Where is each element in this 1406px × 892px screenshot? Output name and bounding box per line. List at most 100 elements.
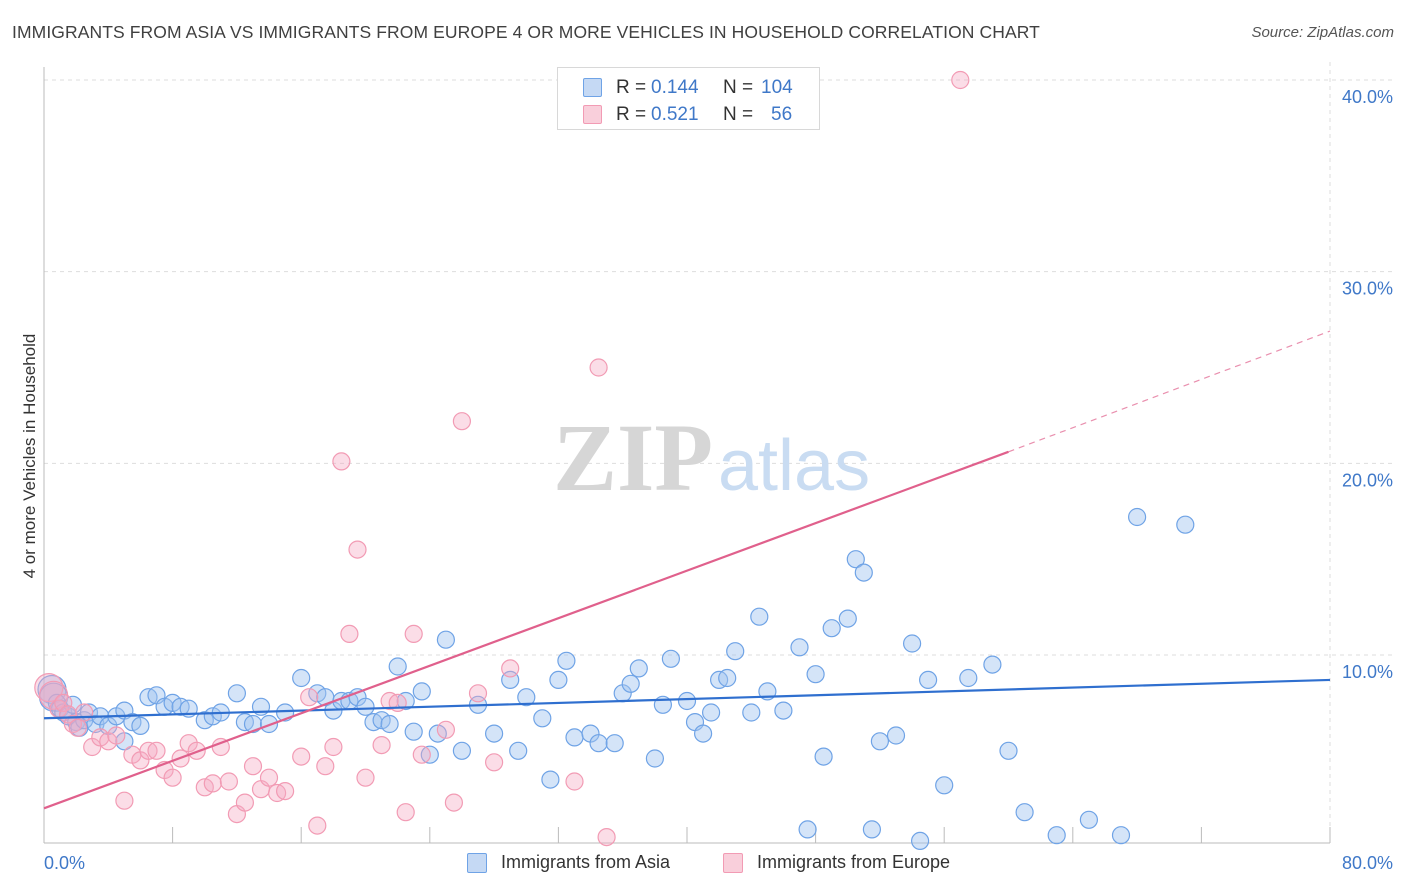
- asia-point-30: [243, 714, 263, 734]
- asia-point-94: [935, 776, 954, 795]
- asia-point-59: [541, 770, 560, 789]
- asia-trend-line: [43, 678, 1331, 720]
- legend-swatch-asia: [583, 78, 602, 97]
- europe-point-47: [412, 745, 431, 764]
- asia-point-97: [999, 741, 1018, 760]
- europe-point-11: [107, 726, 126, 745]
- europe-point-49: [444, 793, 463, 812]
- asia-point-61: [557, 651, 576, 670]
- asia-point-18: [131, 716, 150, 736]
- asia-point-71: [661, 649, 681, 668]
- asia-point-77: [718, 668, 737, 688]
- europe-point-25: [219, 772, 238, 791]
- asia-point-51: [436, 630, 455, 649]
- asia-point-28: [227, 684, 246, 703]
- asia-point-87: [838, 609, 857, 628]
- r-label: R =: [616, 104, 647, 125]
- europe-point-23: [203, 774, 222, 793]
- asia-point-67: [621, 674, 640, 693]
- asia-point-64: [589, 734, 608, 753]
- europe-point-51: [468, 684, 488, 703]
- europe-point-40: [348, 540, 367, 559]
- asia-point-104: [798, 820, 817, 839]
- europe-point-55: [589, 358, 608, 377]
- asia-point-106: [910, 831, 930, 851]
- watermark-zip: ZIP: [553, 404, 713, 511]
- x-tick-label-min: 0.0%: [44, 853, 85, 873]
- europe-point-3: [54, 693, 73, 713]
- asia-point-86: [822, 619, 841, 638]
- asia-point-101: [1111, 826, 1131, 845]
- asia-point-52: [452, 741, 471, 760]
- europe-point-53: [501, 659, 520, 678]
- europe-point-37: [324, 737, 343, 757]
- asia-point-88: [846, 550, 865, 569]
- asia-point-91: [886, 726, 906, 745]
- y-tick-label: 10.0%: [1342, 662, 1393, 682]
- europe-point-0: [34, 672, 64, 703]
- legend-label-europe: Immigrants from Europe: [757, 852, 951, 872]
- europe-point-32: [276, 781, 295, 801]
- europe-point-36: [316, 757, 335, 776]
- asia-point-79: [742, 703, 761, 722]
- asia-point-99: [1047, 826, 1066, 845]
- r-value: 0.521: [651, 104, 699, 125]
- europe-point-38: [332, 452, 351, 471]
- source-credit: Source: ZipAtlas.com: [1251, 24, 1394, 41]
- asia-point-83: [790, 638, 809, 657]
- europe-point-50: [452, 412, 471, 431]
- watermark-atlas: atlas: [718, 426, 870, 506]
- x-tick-label-max: 80.0%: [1342, 853, 1393, 873]
- asia-point-105: [862, 820, 882, 839]
- n-value: 104: [761, 77, 793, 98]
- legend-swatch-europe: [723, 853, 743, 873]
- europe-point-27: [235, 793, 254, 812]
- europe-point-42: [372, 735, 391, 755]
- asia-point-89: [854, 563, 873, 582]
- asia-point-100: [1079, 810, 1099, 829]
- y-tick-label: 40.0%: [1342, 87, 1393, 107]
- europe-trend-extension: [1008, 330, 1331, 453]
- r-label: R =: [616, 77, 647, 98]
- europe-point-52: [485, 753, 504, 772]
- asia-point-95: [959, 668, 978, 688]
- asia-point-102: [1127, 507, 1147, 527]
- europe-point-16: [147, 741, 166, 760]
- legend-row-asia: R = 0.144 N = 104: [558, 74, 819, 100]
- europe-point-35: [308, 816, 327, 835]
- data-points: [34, 70, 1195, 851]
- asia-point-48: [412, 682, 431, 701]
- asia-point-34: [292, 668, 311, 688]
- n-value: 56: [771, 104, 793, 125]
- asia-point-65: [605, 734, 624, 753]
- n-label: N =: [723, 104, 754, 125]
- asia-point-56: [509, 741, 528, 760]
- europe-point-45: [396, 803, 415, 822]
- chart-title: IMMIGRANTS FROM ASIA VS IMMIGRANTS FROM …: [12, 22, 1040, 42]
- asia-point-103: [1176, 515, 1195, 534]
- asia-point-45: [388, 657, 407, 676]
- asia-point-80: [750, 607, 769, 626]
- asia-point-68: [629, 659, 648, 678]
- asia-point-85: [814, 747, 833, 766]
- grid-lines: [44, 62, 1392, 843]
- axes: [43, 67, 1331, 844]
- asia-point-93: [918, 670, 938, 690]
- asia-point-92: [902, 634, 922, 653]
- europe-point-33: [292, 747, 311, 766]
- asia-point-41: [356, 697, 375, 716]
- europe-point-28: [243, 757, 263, 776]
- legend-label-asia: Immigrants from Asia: [501, 852, 671, 872]
- asia-point-47: [404, 722, 423, 741]
- asia-point-60: [549, 670, 568, 690]
- trend-lines: [43, 330, 1331, 810]
- asia-point-96: [983, 655, 1002, 674]
- asia-point-72: [677, 691, 697, 711]
- asia-point-57: [517, 688, 536, 707]
- asia-point-58: [533, 709, 552, 728]
- europe-point-48: [436, 720, 455, 739]
- asia-point-54: [485, 724, 504, 743]
- y-tick-label: 20.0%: [1342, 470, 1393, 490]
- asia-point-74: [693, 724, 713, 743]
